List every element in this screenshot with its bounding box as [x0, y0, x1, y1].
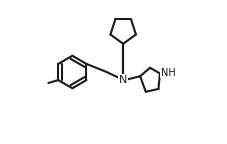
Text: NH: NH: [160, 68, 175, 78]
Text: N: N: [118, 75, 127, 85]
